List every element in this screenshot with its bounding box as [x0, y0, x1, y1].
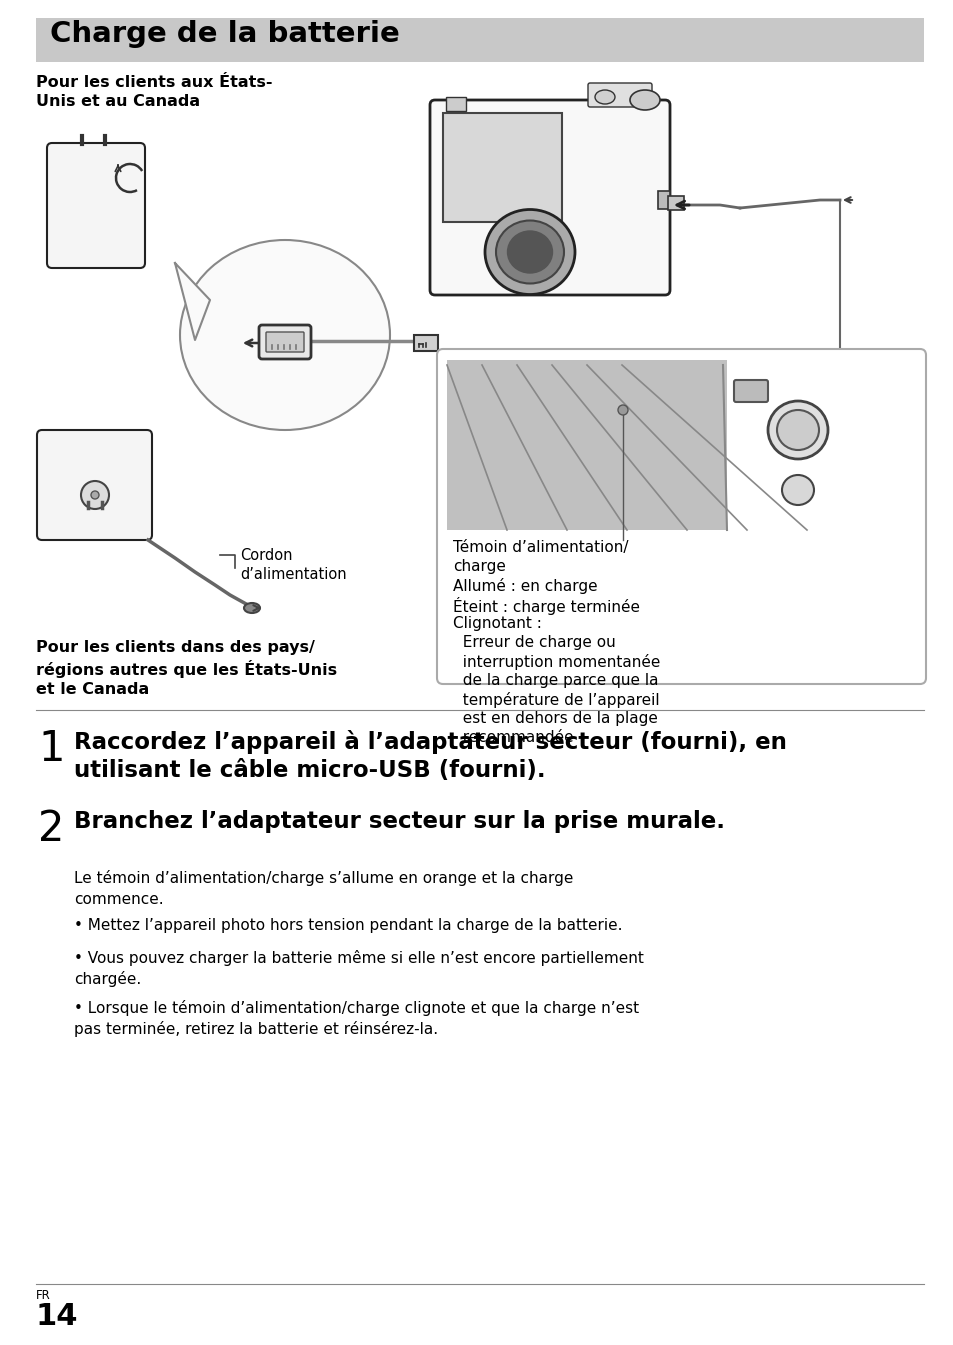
Text: FR: FR [36, 1289, 51, 1302]
Text: Pour les clients aux États-
Unis et au Canada: Pour les clients aux États- Unis et au C… [36, 75, 273, 109]
Text: 2: 2 [38, 808, 64, 850]
Ellipse shape [180, 239, 390, 430]
Text: • Mettez l’appareil photo hors tension pendant la charge de la batterie.: • Mettez l’appareil photo hors tension p… [74, 919, 622, 933]
Text: Pour les clients dans des pays/
régions autres que les États-Unis
et le Canada: Pour les clients dans des pays/ régions … [36, 640, 336, 698]
Text: Allumé : en charge: Allumé : en charge [453, 578, 597, 594]
Ellipse shape [496, 221, 563, 284]
FancyBboxPatch shape [587, 83, 651, 108]
FancyBboxPatch shape [667, 196, 683, 210]
FancyBboxPatch shape [733, 381, 767, 402]
Ellipse shape [81, 482, 109, 508]
Polygon shape [174, 264, 210, 340]
Text: charge: charge [453, 560, 505, 574]
Text: Charge de la batterie: Charge de la batterie [50, 20, 399, 48]
Ellipse shape [244, 603, 260, 613]
Text: température de l’appareil: température de l’appareil [453, 691, 659, 707]
Ellipse shape [595, 90, 615, 104]
FancyBboxPatch shape [266, 332, 304, 352]
Ellipse shape [629, 90, 659, 110]
Text: de la charge parce que la: de la charge parce que la [453, 672, 658, 689]
FancyBboxPatch shape [37, 430, 152, 539]
Text: Branchez l’adaptateur secteur sur la prise murale.: Branchez l’adaptateur secteur sur la pri… [74, 810, 724, 833]
FancyBboxPatch shape [414, 335, 437, 351]
Ellipse shape [781, 475, 813, 504]
Text: interruption momentanée: interruption momentanée [453, 654, 659, 670]
Ellipse shape [776, 410, 818, 451]
Text: Clignotant :: Clignotant : [453, 616, 541, 631]
Text: • Lorsque le témoin d’alimentation/charge clignote et que la charge n’est
pas te: • Lorsque le témoin d’alimentation/charg… [74, 999, 639, 1037]
FancyBboxPatch shape [442, 113, 561, 222]
Text: Le témoin d’alimentation/charge s’allume en orange et la charge
commence.: Le témoin d’alimentation/charge s’allume… [74, 870, 573, 907]
Text: Cordon
d’alimentation: Cordon d’alimentation [240, 547, 346, 581]
Ellipse shape [484, 210, 575, 295]
Text: Éteint : charge terminée: Éteint : charge terminée [453, 597, 639, 615]
Text: 1: 1 [38, 728, 65, 769]
Ellipse shape [767, 401, 827, 459]
FancyBboxPatch shape [47, 143, 145, 268]
Text: Témoin d’alimentation/: Témoin d’alimentation/ [453, 539, 628, 555]
FancyBboxPatch shape [446, 97, 465, 112]
Ellipse shape [618, 405, 627, 416]
Ellipse shape [507, 231, 552, 273]
Text: recommandée: recommandée [453, 730, 573, 745]
Text: est en dehors de la plage: est en dehors de la plage [453, 712, 658, 726]
Text: • Vous pouvez charger la batterie même si elle n’est encore partiellement
chargé: • Vous pouvez charger la batterie même s… [74, 950, 643, 987]
FancyBboxPatch shape [658, 191, 669, 208]
Text: Erreur de charge ou: Erreur de charge ou [453, 635, 615, 650]
FancyBboxPatch shape [447, 360, 726, 530]
Bar [36, 17, 923, 62]
Ellipse shape [91, 491, 99, 499]
FancyBboxPatch shape [436, 348, 925, 685]
Text: 14: 14 [36, 1302, 78, 1332]
FancyBboxPatch shape [258, 325, 311, 359]
Text: Raccordez l’appareil à l’adaptateur secteur (fourni), en
utilisant le câble micr: Raccordez l’appareil à l’adaptateur sect… [74, 730, 786, 783]
FancyBboxPatch shape [430, 100, 669, 295]
